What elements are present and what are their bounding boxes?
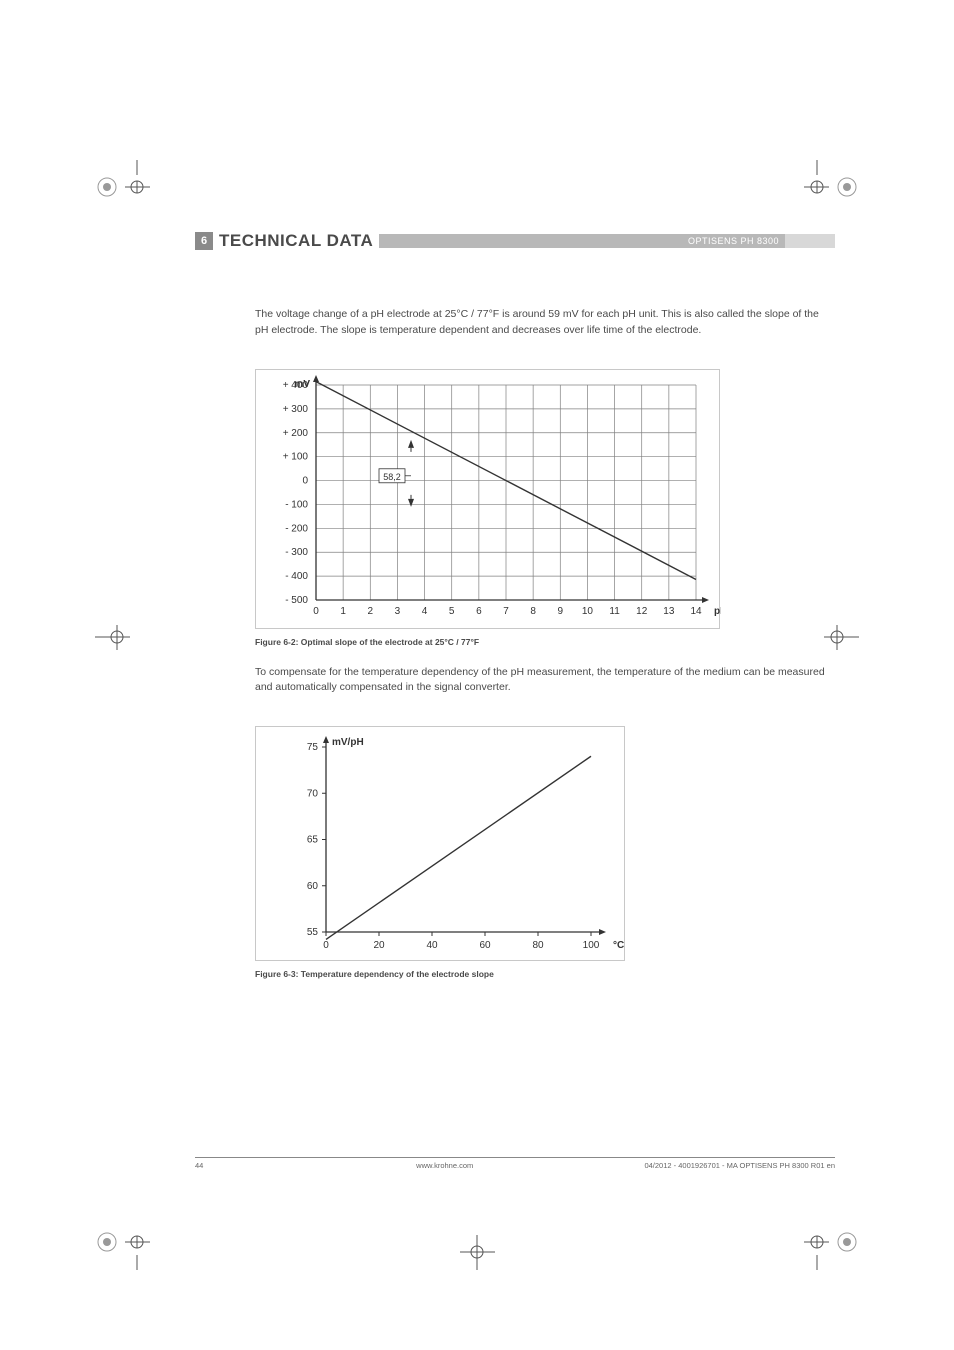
slope-chart: + 400+ 300+ 200+ 1000- 100- 200- 300- 40… [255, 369, 720, 629]
svg-text:55: 55 [307, 927, 319, 938]
svg-text:- 300: - 300 [285, 547, 308, 558]
paragraph-compensation: To compensate for the temperature depend… [255, 665, 825, 697]
svg-text:mV/pH: mV/pH [332, 737, 364, 748]
footer-url: www.krohne.com [245, 1161, 644, 1170]
product-name: OPTISENS PH 8300 [688, 236, 779, 246]
svg-text:4: 4 [422, 606, 428, 617]
svg-text:2: 2 [368, 606, 374, 617]
svg-text:°C: °C [613, 940, 624, 951]
svg-text:40: 40 [426, 940, 438, 951]
footer-page-number: 44 [195, 1161, 245, 1170]
page-header: 6 TECHNICAL DATA OPTISENS PH 8300 [195, 230, 835, 252]
paragraph-intro: The voltage change of a pH electrode at … [255, 307, 825, 339]
svg-text:- 100: - 100 [285, 499, 308, 510]
svg-text:11: 11 [609, 606, 620, 617]
svg-text:0: 0 [313, 606, 319, 617]
chapter-number: 6 [195, 232, 213, 250]
svg-text:0: 0 [323, 940, 329, 951]
svg-text:65: 65 [307, 835, 319, 846]
page-content: 6 TECHNICAL DATA OPTISENS PH 8300 The vo… [195, 230, 835, 997]
svg-text:- 200: - 200 [285, 523, 308, 534]
svg-text:70: 70 [307, 788, 319, 799]
svg-text:13: 13 [663, 606, 675, 617]
figure-caption-2: Figure 6-3: Temperature dependency of th… [255, 969, 835, 979]
svg-text:3: 3 [395, 606, 401, 617]
svg-text:58,2: 58,2 [383, 471, 401, 481]
svg-text:+ 300: + 300 [283, 403, 309, 414]
svg-text:5: 5 [449, 606, 455, 617]
svg-text:10: 10 [582, 606, 594, 617]
svg-text:+ 200: + 200 [283, 427, 309, 438]
svg-text:- 500: - 500 [285, 595, 308, 606]
svg-text:20: 20 [373, 940, 385, 951]
svg-text:100: 100 [583, 940, 600, 951]
svg-text:14: 14 [690, 606, 702, 617]
svg-text:7: 7 [503, 606, 509, 617]
svg-text:1: 1 [340, 606, 346, 617]
crop-mark-icon [95, 160, 150, 215]
crop-mark-icon [804, 1215, 859, 1270]
temperature-chart: 75 70 65 60 55 mV/pH 0 20 40 60 80 100 °C [255, 726, 625, 961]
svg-text:- 400: - 400 [285, 571, 308, 582]
header-trail [785, 234, 835, 248]
footer-docref: 04/2012 - 4001926701 - MA OPTISENS PH 83… [644, 1161, 835, 1170]
crop-mark-icon [95, 1215, 150, 1270]
svg-text:0: 0 [302, 475, 308, 486]
crop-mark-icon [460, 1235, 495, 1270]
svg-text:pH: pH [714, 606, 721, 617]
header-bar: OPTISENS PH 8300 [379, 234, 785, 248]
crop-mark-icon [95, 620, 130, 655]
svg-text:6: 6 [476, 606, 482, 617]
svg-text:+ 100: + 100 [283, 451, 309, 462]
svg-text:9: 9 [558, 606, 564, 617]
page-footer: 44 www.krohne.com 04/2012 - 4001926701 -… [195, 1157, 835, 1170]
section-title: TECHNICAL DATA [219, 231, 373, 251]
svg-text:60: 60 [479, 940, 491, 951]
svg-text:8: 8 [530, 606, 536, 617]
svg-text:mV: mV [294, 379, 310, 390]
svg-text:12: 12 [636, 606, 648, 617]
svg-text:60: 60 [307, 881, 319, 892]
svg-text:75: 75 [307, 742, 319, 753]
crop-mark-icon [804, 160, 859, 215]
svg-text:80: 80 [532, 940, 544, 951]
figure-caption-1: Figure 6-2: Optimal slope of the electro… [255, 637, 835, 647]
